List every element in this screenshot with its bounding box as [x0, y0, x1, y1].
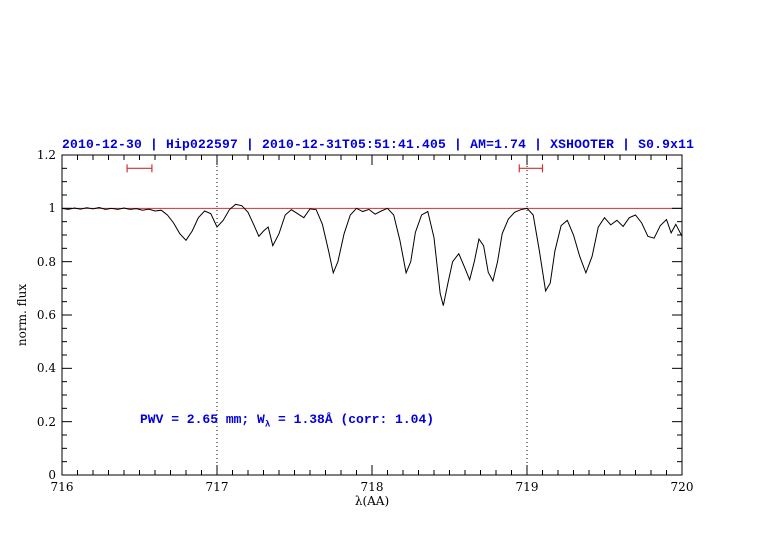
x-tick-label: 718 — [360, 480, 384, 494]
plot-title: 2010-12-30 | Hip022597 | 2010-12-31T05:5… — [62, 137, 695, 152]
pwv-annotation: PWV = 2.65 mm; Wλ = 1.38Å (corr: 1.04) — [140, 412, 434, 430]
y-tick-label: 0.8 — [36, 254, 56, 269]
y-tick-label: 1 — [48, 201, 56, 216]
x-tick-label: 716 — [50, 480, 74, 494]
y-tick-label: 1.2 — [36, 148, 56, 162]
plot-frame — [61, 154, 683, 476]
y-tick-label: 0.2 — [36, 414, 56, 429]
x-axis-title: λ(AA) — [354, 494, 390, 508]
x-tick-label: 719 — [515, 480, 539, 494]
pwv-annotation-text-1: PWV = 2.65 mm; W — [140, 412, 265, 427]
y-tick-label: 0.4 — [36, 361, 56, 376]
pwv-annotation-text-2: = 1.38Å (corr: 1.04) — [270, 412, 435, 427]
x-tick-label: 720 — [670, 480, 694, 494]
spectrum-line — [61, 203, 683, 306]
x-tick-label: 717 — [205, 480, 229, 494]
pwv-annotation-subscript: λ — [264, 419, 271, 430]
y-tick-label: 0 — [48, 468, 56, 482]
y-tick-label: 0.6 — [36, 308, 56, 322]
